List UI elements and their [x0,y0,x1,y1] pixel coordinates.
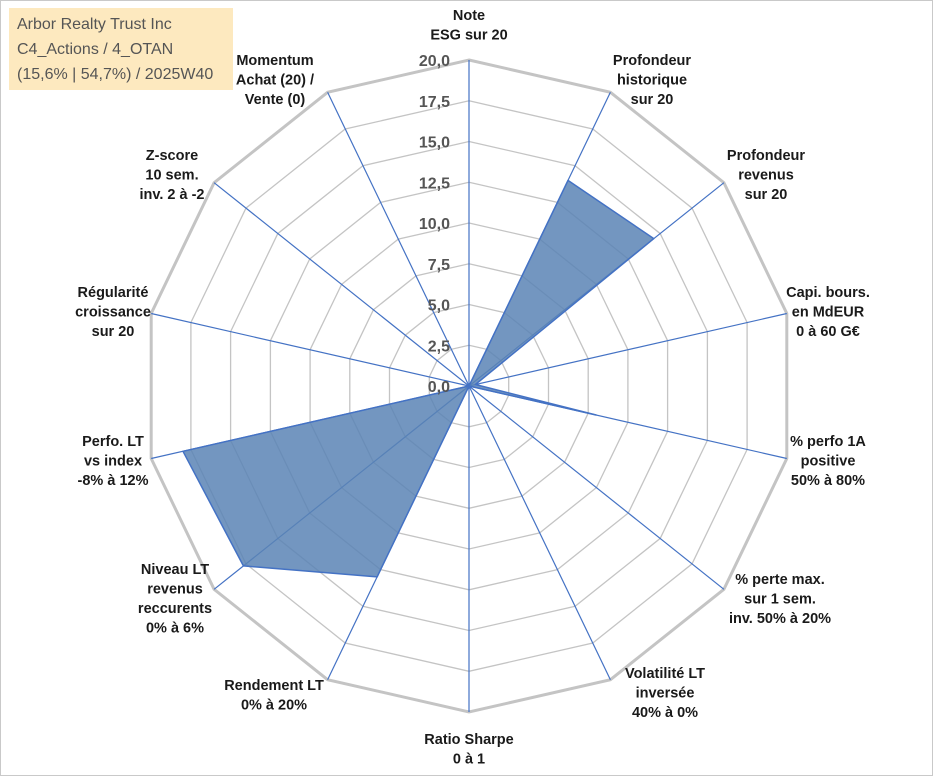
axis-label-line: Perfo. LT [82,434,144,450]
performance-stats: (15,6% | 54,7%) / 2025W40 [17,66,214,83]
axis-label-line: sur 20 [631,92,674,108]
axis-label-line: ESG sur 20 [430,28,507,44]
axis-spoke [151,312,470,387]
company-name: Arbor Realty Trust Inc [17,16,172,33]
axis-label-9: Niveau LT revenus reccurents 0% à 6% [138,562,212,637]
axis-label-line: 0 à 1 [453,752,485,768]
axis-label-line: revenus [147,582,203,598]
axis-label-line: 0% à 6% [146,621,204,637]
axis-label-line: inv. 50% à 20% [729,611,831,627]
axis-label-line: 50% à 80% [791,473,865,489]
axis-label-line: inversée [636,686,695,702]
axis-label-12: Z-score 10 sem. inv. 2 à -2 [139,148,204,203]
axis-label-line: Vente (0) [245,92,306,108]
radar-series [182,179,655,578]
tick-label: 0,0 [428,379,450,396]
tick-label: 12,5 [419,175,450,192]
axis-label-line: Note [453,8,485,24]
axis-label-line: Niveau LT [141,562,209,578]
axis-spoke [468,312,787,387]
axis-label-line: 10 sem. [145,168,198,184]
axis-label-line: sur 1 sem. [744,592,816,608]
axis-label-line: Rendement LT [224,678,324,694]
axis-label-line: Momentum [236,53,313,69]
axis-label-5: % perte max. sur 1 sem. inv. 50% à 20% [729,572,831,627]
axis-spoke [327,92,470,387]
axis-label-1: Profondeur historique sur 20 [613,53,691,108]
axis-label-13: Momentum Achat (20) / Vente (0) [236,53,314,108]
axis-label-line: croissance [75,305,151,321]
tick-label: 7,5 [428,257,450,274]
axis-label-line: 0 à 60 G€ [796,324,860,340]
axis-label-line: inv. 2 à -2 [139,187,204,203]
axis-label-7: Ratio Sharpe 0 à 1 [424,732,513,768]
series-area [182,179,655,578]
tick-label: 17,5 [419,94,450,111]
axis-label-line: Régularité [78,285,149,301]
tick-label: 15,0 [419,135,450,152]
radar-axis-labels: Note ESG sur 20 Profondeur historique sur 20… [75,8,870,768]
tick-label: 20,0 [419,53,450,70]
axis-label-line: % perfo 1A [790,434,866,450]
axis-label-line: en MdEUR [792,305,865,321]
axis-label-line: historique [617,73,687,89]
axis-label-line: Capi. bours. [786,285,870,301]
title-box: Arbor Realty Trust Inc C4_Actions / 4_OT… [9,8,233,90]
axis-label-2: Profondeur revenus sur 20 [727,148,805,203]
radar-tick-labels: 0,0 2,5 5,0 7,5 10,0 12,5 15,0 17,5 20,0 [419,53,450,396]
axis-label-line: vs index [84,454,142,470]
tick-label: 10,0 [419,216,450,233]
axis-label-3: Capi. bours. en MdEUR 0 à 60 G€ [786,285,870,340]
portfolio-category: C4_Actions / 4_OTAN [17,41,174,58]
axis-label-line: Volatilité LT [625,666,705,682]
axis-label-4: % perfo 1A positive 50% à 80% [790,434,866,489]
axis-label-line: Profondeur [613,53,691,69]
axis-label-line: sur 20 [92,324,135,340]
axis-label-6: Volatilité LT inversée 40% à 0% [625,666,705,721]
axis-label-line: 40% à 0% [632,705,698,721]
axis-label-0: Note ESG sur 20 [430,8,507,44]
axis-label-line: % perte max. [735,572,824,588]
axis-label-11: Régularité croissance sur 20 [75,285,151,340]
axis-spoke [213,182,470,387]
axis-label-line: Ratio Sharpe [424,732,513,748]
axis-label-line: reccurents [138,601,212,617]
axis-label-line: Achat (20) / [236,73,314,89]
axis-label-10: Perfo. LT vs index -8% à 12% [78,434,149,489]
axis-label-line: sur 20 [745,187,788,203]
axis-label-line: Profondeur [727,148,805,164]
axis-label-8: Rendement LT 0% à 20% [224,678,324,714]
axis-spoke [468,385,725,590]
tick-label: 5,0 [428,298,450,315]
axis-label-line: -8% à 12% [78,473,149,489]
axis-label-line: 0% à 20% [241,698,307,714]
tick-label: 2,5 [428,338,450,355]
axis-spoke [468,385,611,680]
axis-label-line: Z-score [146,148,198,164]
axis-label-line: revenus [738,168,794,184]
axis-label-line: positive [801,454,856,470]
